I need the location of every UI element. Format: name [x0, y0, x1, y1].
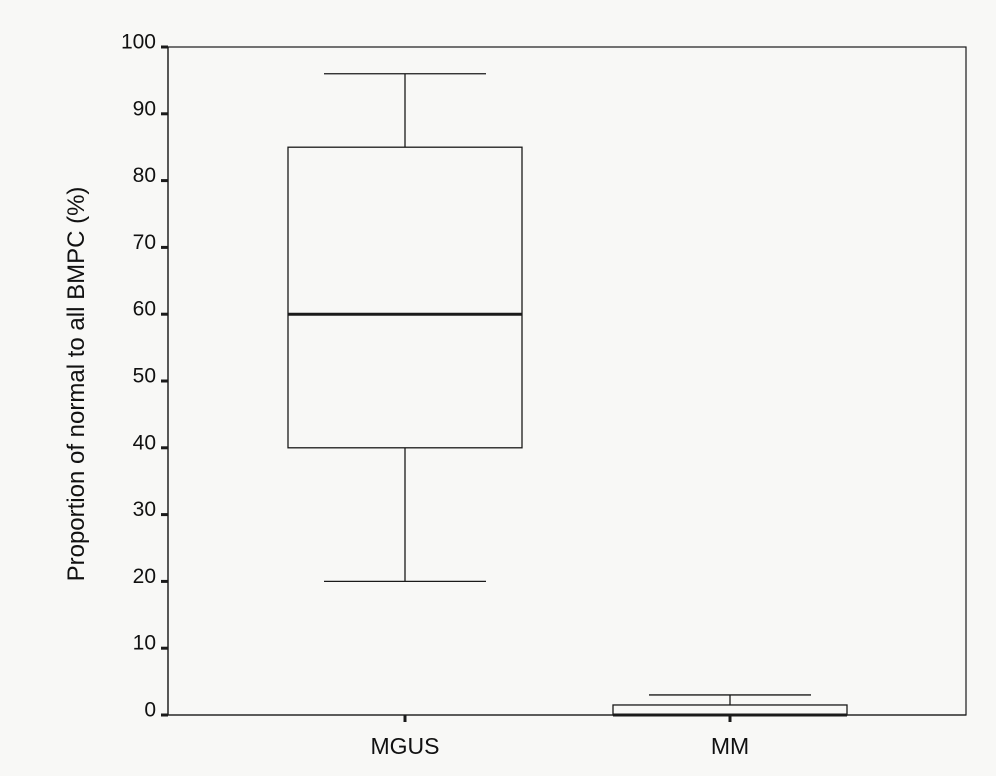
- y-tick-label: 30: [133, 498, 156, 521]
- x-category-label: MM: [711, 733, 749, 759]
- y-tick-label: 90: [133, 97, 156, 120]
- y-tick-label: 70: [133, 231, 156, 254]
- y-tick-label: 80: [133, 164, 156, 187]
- x-category-label: MGUS: [371, 733, 440, 759]
- y-tick-label: 100: [121, 31, 156, 54]
- mm-box: [612, 704, 848, 716]
- y-tick-label: 40: [133, 431, 156, 454]
- y-tick-label: 50: [133, 365, 156, 388]
- y-axis-title: Proportion of normal to all BMPC (%): [63, 187, 90, 582]
- y-tick-label: 60: [133, 298, 156, 321]
- y-tick-label: 10: [133, 632, 156, 655]
- mgus-box: [287, 146, 523, 449]
- y-tick-label: 20: [133, 565, 156, 588]
- y-tick-label: 0: [144, 699, 156, 722]
